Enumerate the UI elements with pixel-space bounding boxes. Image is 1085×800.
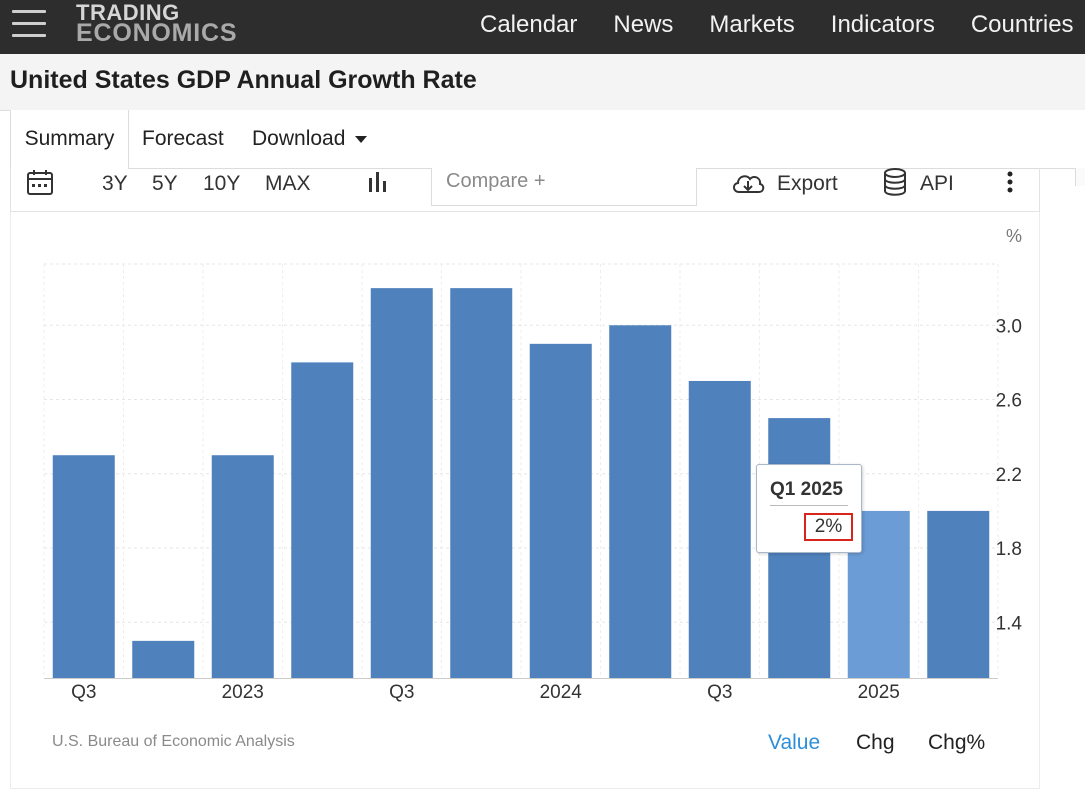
chevron-down-icon xyxy=(355,135,368,143)
tab-summary[interactable]: Summary xyxy=(10,110,129,169)
calendar-icon[interactable] xyxy=(26,170,54,196)
x-tick-label: 2024 xyxy=(540,682,583,703)
bar-q1-2024[interactable] xyxy=(529,343,592,678)
menu-icon[interactable] xyxy=(12,8,46,37)
y-axis-unit-label: % xyxy=(1006,226,1022,246)
range-5y-button[interactable]: 5Y xyxy=(152,172,178,195)
tab-bar: Summary Forecast Download xyxy=(10,110,1085,169)
chart-tooltip: Q1 2025 2% xyxy=(756,464,862,553)
bar-q4-2022[interactable] xyxy=(132,640,195,678)
bar-q2-2025[interactable] xyxy=(927,510,990,678)
tab-download-label: Download xyxy=(252,127,346,150)
tab-forecast[interactable]: Forecast xyxy=(142,110,224,168)
mode-value-button[interactable]: Value xyxy=(768,731,821,754)
compare-input[interactable]: Compare + xyxy=(431,168,697,206)
bar-q2-2023[interactable] xyxy=(291,362,354,678)
x-tick-label: Q3 xyxy=(707,682,732,703)
y-tick-label: 1.8 xyxy=(996,539,1022,560)
tooltip-value: 2% xyxy=(804,513,853,541)
api-button[interactable]: API xyxy=(920,172,954,195)
x-tick-label: Q3 xyxy=(71,682,96,703)
bar-q3-2024[interactable] xyxy=(688,380,751,678)
y-tick-label: 3.0 xyxy=(996,316,1022,337)
tab-download[interactable]: Download xyxy=(252,110,368,168)
mode-chg-button[interactable]: Chg xyxy=(856,731,895,754)
logo-line-1: TRADING xyxy=(76,0,180,25)
more-options-icon[interactable] xyxy=(1004,170,1016,196)
logo[interactable]: TRADING ECONOMICS xyxy=(76,0,238,47)
mode-chg-pct-button[interactable]: Chg% xyxy=(928,731,986,754)
x-tick-label: 2023 xyxy=(222,682,264,703)
range-max-button[interactable]: MAX xyxy=(265,172,311,195)
bar-q4-2023[interactable] xyxy=(450,288,513,678)
compare-placeholder: Compare + xyxy=(446,170,546,192)
title-bar: United States GDP Annual Growth Rate xyxy=(0,54,1085,111)
y-tick-label: 2.6 xyxy=(996,391,1022,412)
nav-indicators[interactable]: Indicators xyxy=(830,11,935,38)
bar-q1-2023[interactable] xyxy=(211,455,274,678)
nav-markets[interactable]: Markets xyxy=(709,11,795,38)
chart-toolbar xyxy=(10,168,1040,212)
chart-panel xyxy=(10,212,1040,789)
page-title: United States GDP Annual Growth Rate xyxy=(10,66,477,94)
y-tick-label: 2.2 xyxy=(996,465,1022,486)
range-3y-button[interactable]: 3Y xyxy=(102,172,128,195)
nav-calendar[interactable]: Calendar xyxy=(480,11,578,38)
top-nav: TRADING ECONOMICS Calendar News Markets Ind… xyxy=(0,0,1085,54)
scrollbar[interactable] xyxy=(1075,168,1085,186)
bar-q3-2022[interactable] xyxy=(52,455,115,678)
tab-summary-label: Summary xyxy=(24,127,115,150)
tab-forecast-label: Forecast xyxy=(142,127,224,150)
database-icon[interactable] xyxy=(882,168,908,196)
data-source: U.S. Bureau of Economic Analysis xyxy=(52,733,295,750)
range-10y-button[interactable]: 10Y xyxy=(203,172,241,195)
bar-q2-2024[interactable] xyxy=(609,325,672,678)
x-tick-label: 2025 xyxy=(858,682,900,703)
tooltip-divider xyxy=(770,505,848,506)
nav-countries[interactable]: Countries xyxy=(970,11,1074,38)
tooltip-title: Q1 2025 xyxy=(770,479,843,500)
logo-line-2: ECONOMICS xyxy=(76,19,238,47)
cloud-download-icon[interactable] xyxy=(730,169,766,197)
chart-type-icon[interactable] xyxy=(366,170,390,194)
y-tick-label: 1.4 xyxy=(996,613,1023,634)
export-button[interactable]: Export xyxy=(777,172,838,195)
nav-links: Calendar News Markets Indicators Countries xyxy=(480,0,1085,54)
x-tick-label: Q3 xyxy=(389,682,414,703)
nav-news[interactable]: News xyxy=(613,11,674,38)
bar-q3-2023[interactable] xyxy=(370,288,433,678)
